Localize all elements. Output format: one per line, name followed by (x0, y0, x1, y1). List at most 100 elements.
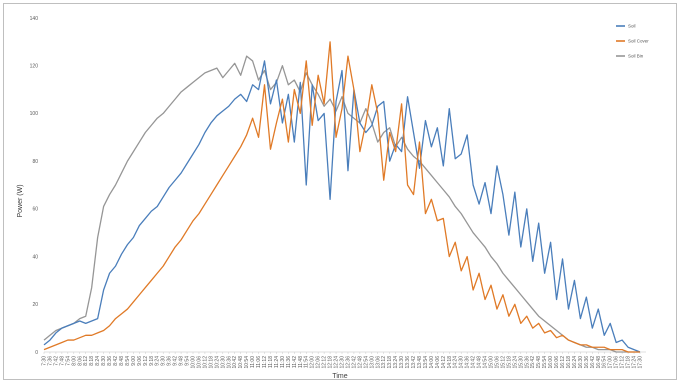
x-tick-label: 10:12 (202, 356, 208, 369)
x-tick-label: 17:24 (632, 356, 638, 369)
x-tick-label: 15:48 (536, 356, 542, 369)
x-tick-label: 7:30 (42, 356, 48, 366)
x-tick-label: 14:06 (435, 356, 441, 369)
x-tick-label: 9:36 (167, 356, 173, 366)
series-line-soil (43, 60, 641, 353)
x-tick-label: 17:00 (608, 356, 614, 369)
x-tick-label: 14:42 (471, 356, 477, 369)
x-tick-label: 16:00 (548, 356, 554, 369)
x-tick-label: 8:12 (83, 356, 89, 366)
x-tick-label: 16:48 (596, 356, 602, 369)
x-tick-label: 10:54 (244, 356, 250, 369)
x-tick-label: 11:18 (268, 356, 274, 368)
y-tick-label: 40 (32, 254, 38, 260)
legend-label: Soil Bin (628, 54, 644, 59)
y-tick-label: 20 (32, 302, 38, 308)
series-lines (43, 41, 641, 353)
x-tick-label: 14:36 (465, 356, 471, 369)
x-tick-label: 16:24 (572, 356, 578, 369)
x-tick-label: 10:24 (214, 356, 220, 369)
x-tick-label: 16:18 (566, 356, 572, 369)
x-tick-label: 12:54 (363, 356, 369, 369)
x-tick-label: 16:36 (584, 356, 590, 369)
chart-frame (3, 3, 677, 380)
series-line-soil-cover (43, 41, 640, 353)
x-tick-label: 13:00 (369, 356, 375, 369)
x-tick-label: 12:06 (316, 356, 322, 369)
x-tick-label: 14:54 (483, 356, 489, 369)
x-tick-label: 12:18 (328, 356, 334, 369)
x-tick-label: 8:42 (113, 356, 119, 366)
x-tick-label: 14:00 (429, 356, 435, 369)
x-tick-label: 12:12 (322, 356, 328, 369)
x-tick-label: 9:42 (173, 356, 179, 366)
x-tick-label: 13:18 (387, 356, 393, 369)
x-tick-label: 17:30 (638, 356, 644, 369)
x-tick-label: 12:42 (351, 356, 357, 369)
x-tick-label: 8:18 (89, 356, 95, 366)
x-tick-label: 8:36 (107, 356, 113, 366)
x-tick-label: 12:00 (310, 356, 316, 369)
x-tick-label: 11:42 (292, 356, 298, 368)
x-tick-label: 16:12 (560, 356, 566, 369)
x-tick-label: 11:24 (274, 356, 280, 368)
x-tick-label: 14:18 (447, 356, 453, 369)
y-tick-label: 140 (30, 16, 39, 22)
x-tick-label: 10:48 (238, 356, 244, 369)
x-tick-label: 10:30 (220, 356, 226, 369)
x-tick-label: 13:54 (423, 356, 429, 369)
x-tick-label: 9:12 (143, 356, 149, 366)
x-tick-label: 11:12 (262, 356, 268, 368)
x-tick-label: 13:24 (393, 356, 399, 369)
x-tick-label: 15:54 (542, 356, 548, 369)
x-tick-label: 8:24 (95, 356, 101, 366)
x-tick-label: 16:42 (590, 356, 596, 369)
x-tick-label: 16:30 (578, 356, 584, 369)
y-tick-label: 120 (30, 64, 39, 70)
x-tick-label: 14:48 (477, 356, 483, 369)
x-tick-label: 15:30 (518, 356, 524, 369)
x-tick-label: 13:06 (375, 356, 381, 369)
x-axis-ticks: 7:30 7:36 7:42 7:48 7:54 8:00 8:06 8:12 8:18 8:24… (42, 352, 644, 369)
x-tick-label: 12:36 (345, 356, 351, 369)
x-tick-label: 7:36 (47, 356, 53, 366)
x-tick-label: 11:06 (256, 356, 262, 368)
x-tick-label: 15:36 (524, 356, 530, 369)
x-tick-label: 13:36 (405, 356, 411, 369)
x-tick-label: 11:48 (298, 356, 304, 368)
x-tick-label: 9:06 (137, 356, 143, 366)
x-tick-label: 13:12 (381, 356, 387, 369)
legend-label: Soil Cover (628, 39, 649, 44)
x-tick-label: 15:06 (494, 356, 500, 369)
x-tick-label: 11:00 (250, 356, 256, 368)
x-tick-label: 12:48 (357, 356, 363, 369)
x-tick-label: 15:00 (489, 356, 495, 369)
x-tick-label: 7:42 (53, 356, 59, 366)
x-tick-label: 11:30 (280, 356, 286, 368)
x-tick-label: 11:36 (286, 356, 292, 368)
x-tick-label: 12:30 (340, 356, 346, 369)
x-tick-label: 10:42 (232, 356, 238, 369)
y-tick-label: 100 (30, 111, 39, 117)
y-tick-label: 0 (35, 350, 38, 356)
x-tick-label: 10:00 (191, 356, 197, 369)
x-tick-label: 17:18 (626, 356, 632, 369)
x-tick-label: 15:42 (530, 356, 536, 369)
x-tick-label: 7:48 (59, 356, 65, 366)
x-tick-label: 8:00 (71, 356, 77, 366)
x-tick-label: 9:00 (131, 356, 137, 366)
x-tick-label: 8:06 (77, 356, 83, 366)
x-tick-label: 16:54 (602, 356, 608, 369)
x-tick-label: 8:30 (101, 356, 107, 366)
legend: Soil Soil Cover Soil Bin (616, 24, 649, 59)
x-tick-label: 15:18 (506, 356, 512, 369)
y-tick-label: 60 (32, 207, 38, 213)
x-tick-label: 14:12 (441, 356, 447, 369)
x-tick-label: 14:24 (453, 356, 459, 369)
x-tick-label: 9:30 (161, 356, 167, 366)
x-tick-label: 10:18 (208, 356, 214, 369)
series-line-soil-bin (43, 55, 640, 353)
x-tick-label: 12:24 (334, 356, 340, 369)
x-tick-label: 15:24 (512, 356, 518, 369)
